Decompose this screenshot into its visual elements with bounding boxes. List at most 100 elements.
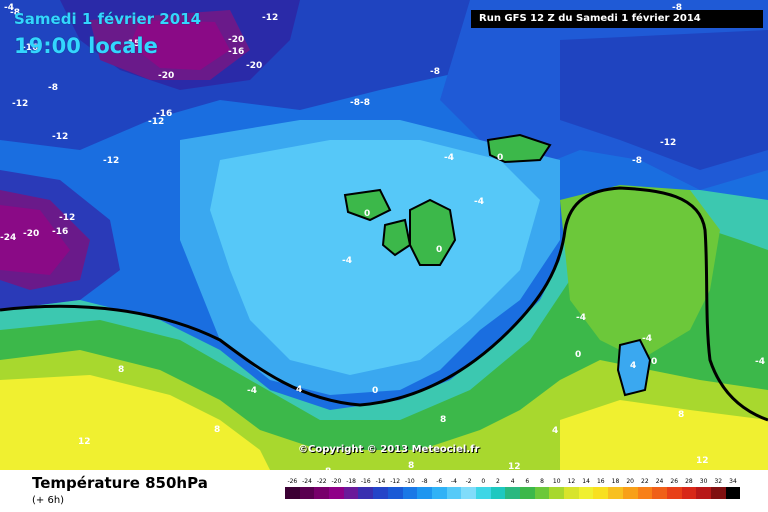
warm-zone-yellow-east [560,400,768,470]
isotherm-value: -16 [156,109,172,119]
legend-value: -8 [421,478,428,485]
legend-value: -16 [360,478,371,485]
legend-swatch [681,487,697,499]
cold-zone-magenta [130,20,230,70]
isotherm-value: 4 [296,385,302,395]
isotherm-labels: -12-20-16-15-8-20-20-16-12-8-16-12-8-8 -8… [0,3,765,470]
isotherm-value: -12 [59,213,75,223]
legend-value: 0 [481,478,486,485]
legend-swatches [285,485,741,499]
isotherm-value: -20 [23,229,39,239]
ireland-landmass [381,218,412,257]
legend-swatch [549,487,565,499]
temperature-map: -12 -20 -16 -15 -8 -20 -20 -16 -12 -8 -16 -12 -8 -8 -8… [0,0,768,470]
isotherm-value: -8 [430,67,440,77]
isotherm-value: 12 [696,456,709,466]
isotherm-value: -8 [632,156,642,166]
copyright: ©Copyright © 2013 Meteociel.fr [298,444,480,455]
legend-value: -18 [346,478,356,485]
legend-value: 28 [685,478,693,485]
legend-value: 26 [670,478,679,485]
run-info: Run GFS 12 Z du Samedi 1 février 2014 [471,10,763,28]
isotherm-value: -4 [576,313,586,323]
norway-zone [486,133,552,164]
isotherm-value: -4 [755,357,765,367]
legend-value: -20 [331,478,342,485]
britain-landmass [409,198,457,266]
isotherm-value: -8 [10,8,20,18]
isotherm-value: 12 [508,462,521,470]
isotherm-value: -8 [672,3,682,13]
legend-value: 12 [567,478,576,485]
legend-value: -4 [450,478,457,485]
legend-swatch [637,487,653,499]
isotherm-value: 0 [372,386,378,396]
legend-swatch [446,487,462,499]
isotherm-value: 0 [497,153,503,163]
legend-value: -10 [404,478,415,485]
isotherm-value: -4 [642,334,652,344]
legend-value: -6 [436,478,443,485]
isotherm-value: -12 [660,138,676,148]
legend-value: 8 [540,478,544,485]
legend-swatch [534,487,550,499]
balkan-cold-pocket [616,338,652,397]
isotherm-value: -12 [148,117,164,127]
legend-swatch [417,487,432,499]
isotherm-value: -4 [444,153,454,163]
legend-swatch [475,487,491,499]
legend-swatch [666,487,682,499]
legend-value: 32 [714,478,723,485]
legend-swatch [299,487,315,499]
isotherm-value: -12 [52,132,68,142]
legend-value: -2 [465,478,472,485]
faroe-zone [343,188,392,222]
legend-swatch [402,487,418,499]
variable-title: Température 850hPa [32,474,208,492]
legend-swatch [578,487,594,499]
isotherm-value: -8 [360,98,370,108]
legend-labels: -26 -24 -22 -20 -18 -16 -14 -12 -10 -8 -6 -4 -2 0 2 4 6 8… [285,478,740,485]
legend-swatch [373,487,388,499]
legend-swatch [431,487,447,499]
isotherm-value: 8 [678,410,684,420]
isotherm-value: -20 [246,61,262,71]
legend-value: -26 [287,478,298,485]
forecast-offset: (+ 6h) [32,495,65,506]
warm-zone-yellow-west [0,375,270,470]
legend-swatch [505,487,520,499]
map-canvas: -12-20-16-15-8-20-20-16-12-8-16-12-8-8 -8… [0,0,768,470]
legend-swatch [314,487,330,499]
map-local-time: 19:00 locale [14,34,158,58]
legend-value: 14 [582,478,590,485]
isotherm-value: -15 [124,39,140,49]
isotherm-value: 4 [630,361,636,371]
isotherm-value: 12 [78,437,91,447]
legend-value: -22 [316,478,327,485]
isotherm-value: -4 [4,3,14,13]
isotherm-value: 0 [364,209,370,219]
isotherm-value: -12 [12,99,28,109]
legend-value: 10 [552,478,561,485]
legend-swatch [490,487,506,499]
legend-value: 6 [525,478,530,485]
legend-value: 20 [626,478,634,485]
isotherm-value: -4 [474,197,484,207]
legend-swatch [696,487,711,499]
isotherm-value: -20 [158,71,174,81]
isotherm-value: 0 [436,245,442,255]
cold-zone-scandinavia-core [560,30,768,170]
legend-swatch [593,487,609,499]
legend-value: 30 [699,478,708,485]
legend-value: 34 [729,478,737,485]
legend-value: 24 [655,478,664,485]
legend-swatch [285,487,300,499]
legend-swatch [725,487,741,499]
atlantic-light-band [210,140,540,375]
isotherm-value: -16 [22,43,38,53]
legend-value: -24 [302,478,312,485]
legend-value: 18 [611,478,620,485]
isotherm-value: -16 [52,227,68,237]
legend-swatch [520,487,535,499]
legend-swatch [622,487,638,499]
